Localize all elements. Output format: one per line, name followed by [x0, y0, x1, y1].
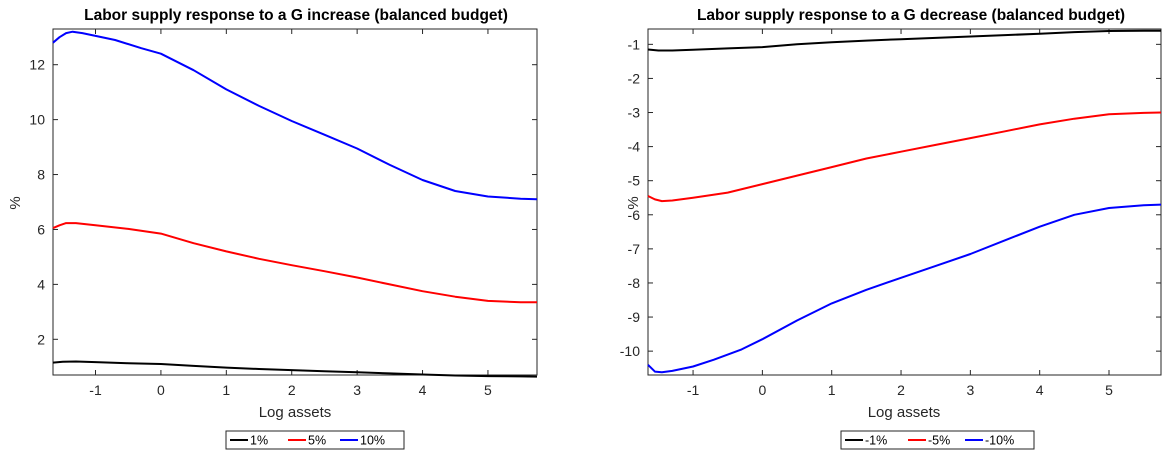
x-tick-label: 1	[222, 382, 230, 398]
chart-right-g-decrease: Labor supply response to a G decrease (b…	[620, 7, 1162, 450]
chart-title: Labor supply response to a G decrease (b…	[697, 7, 1125, 24]
x-tick-label: 2	[897, 382, 905, 398]
axis-ticks: -1 0 1 2 3 4 5-10-9-8-7-6-5-4-3-2-1	[620, 29, 1161, 398]
x-tick-label: 2	[288, 382, 296, 398]
x-tick-label: 4	[1036, 382, 1044, 398]
x-tick-label: -1	[89, 382, 102, 398]
y-axis-label: %	[7, 196, 24, 209]
y-tick-label: -9	[628, 309, 641, 325]
x-tick-label: 4	[419, 382, 427, 398]
legend-label: -10%	[985, 434, 1014, 448]
legend-box	[225, 430, 405, 450]
x-tick-label: 5	[484, 382, 492, 398]
chart-title: Labor supply response to a G increase (b…	[84, 7, 508, 24]
y-tick-label: 6	[37, 221, 45, 237]
series-lines	[52, 30, 538, 378]
y-tick-label: 12	[29, 57, 45, 73]
y-tick-label: -3	[628, 105, 641, 121]
x-tick-label: 5	[1105, 382, 1113, 398]
series-line--10pct	[647, 203, 1162, 374]
x-tick-label: 3	[353, 382, 361, 398]
y-tick-label: -8	[628, 275, 641, 291]
x-tick-label: -1	[687, 382, 700, 398]
x-tick-label: 3	[966, 382, 974, 398]
x-tick-label: 0	[157, 382, 165, 398]
x-axis-label: Log assets	[259, 404, 332, 421]
legend-label: 10%	[360, 434, 385, 448]
series-line-10pct	[52, 30, 538, 201]
series-line-5pct	[52, 222, 537, 304]
x-tick-label: 0	[758, 382, 766, 398]
y-axis-label: %	[625, 196, 642, 209]
legend-label: 1%	[250, 434, 268, 448]
y-tick-label: -5	[628, 173, 641, 189]
y-tick-label: -4	[628, 139, 641, 155]
x-tick-label: 1	[828, 382, 836, 398]
plot-area	[647, 28, 1162, 376]
y-tick-label: 8	[37, 167, 45, 183]
chart-left-g-increase: Labor supply response to a G increase (b…	[7, 7, 538, 450]
legend-label: 5%	[308, 434, 326, 448]
legend: -1% -5% -10%	[840, 430, 1035, 450]
y-tick-label: -2	[628, 70, 641, 86]
legend-label: -1%	[865, 434, 887, 448]
y-tick-label: -1	[628, 36, 641, 52]
plot-area	[52, 28, 538, 376]
y-tick-label: 10	[29, 112, 45, 128]
series-line--5pct	[647, 111, 1162, 203]
series-line-1pct	[52, 360, 538, 378]
x-axis-label: Log assets	[868, 404, 941, 421]
legend-label: -5%	[928, 434, 950, 448]
legend-box	[840, 430, 1035, 450]
y-tick-label: 2	[37, 331, 45, 347]
legend: 1% 5% 10%	[225, 430, 405, 450]
y-tick-label: -6	[628, 207, 641, 223]
series-line--1pct	[647, 29, 1161, 52]
y-tick-label: -10	[620, 343, 640, 359]
series-lines	[647, 29, 1162, 374]
y-tick-label: 4	[37, 276, 45, 292]
y-tick-label: -7	[628, 241, 641, 257]
